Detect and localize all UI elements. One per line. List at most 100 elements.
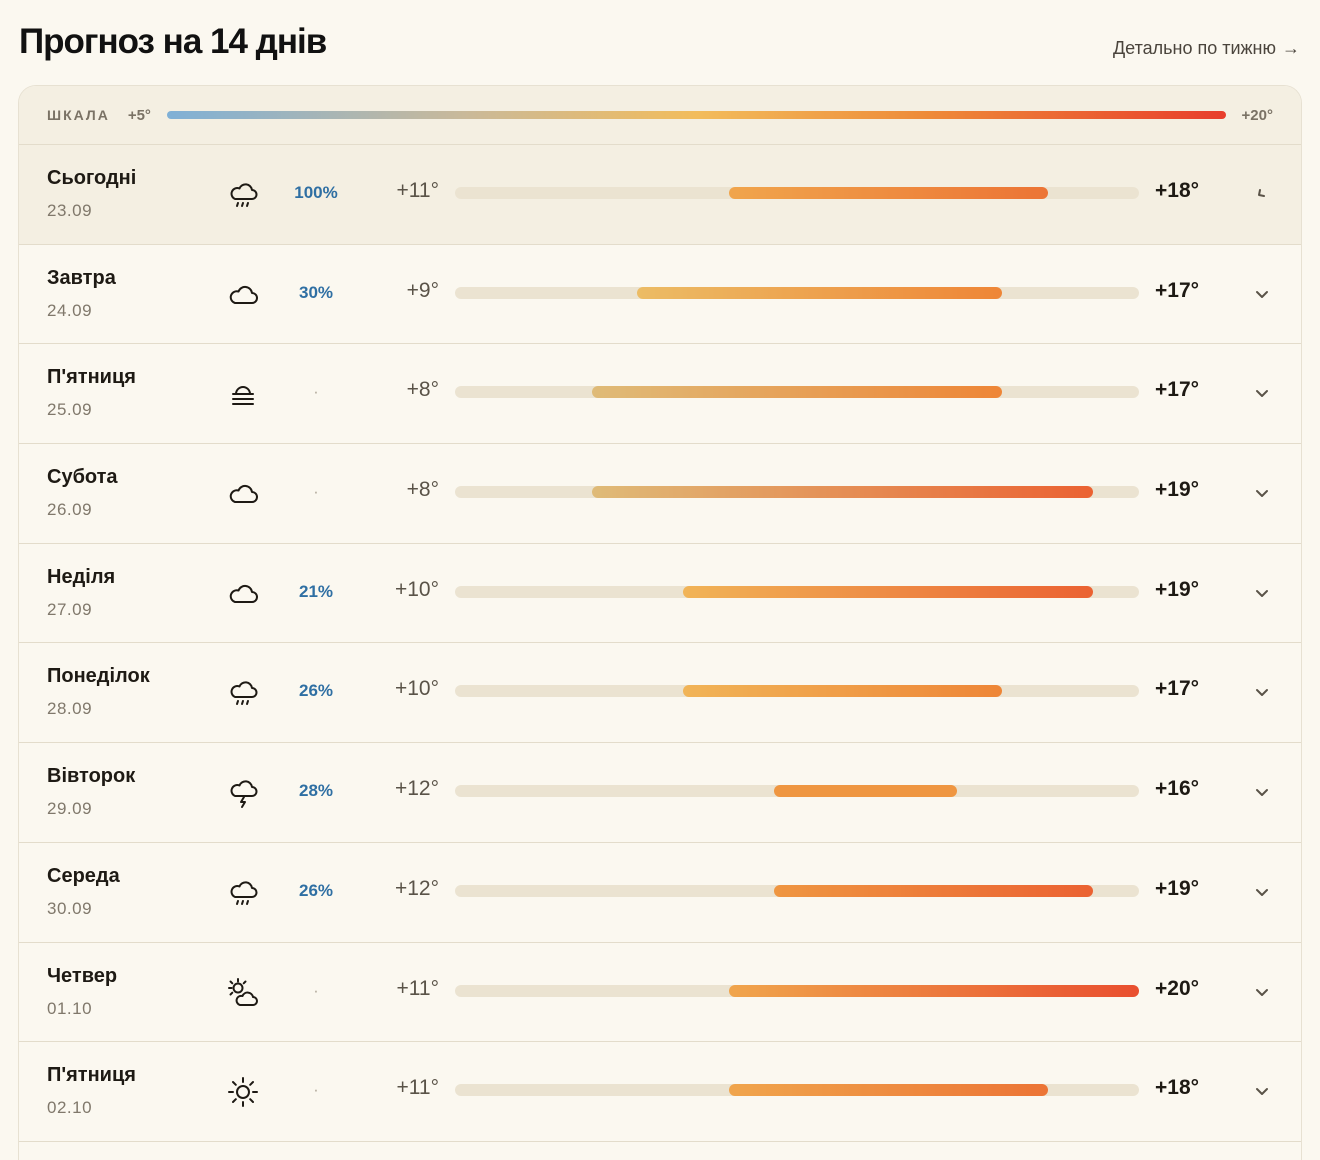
max-temperature: +17°: [1155, 378, 1200, 402]
scale-gradient-bar: [166, 111, 1226, 119]
week-details-link[interactable]: Детально по тижню →: [1113, 38, 1300, 59]
temperature-range-track: [455, 884, 1139, 897]
min-temperature: +11°: [396, 179, 439, 202]
min-temperature: +12°: [394, 876, 439, 900]
precipitation-chance: 28%: [298, 781, 334, 801]
min-temperature: +9°: [406, 278, 439, 302]
min-temperature: +12°: [394, 777, 439, 801]
day-date: 02.10: [47, 1098, 93, 1118]
rain-icon: [225, 675, 261, 711]
max-temperature: +18°: [1155, 1076, 1200, 1100]
arrow-right-icon: →: [1282, 38, 1300, 58]
precipitation-chance: ·: [313, 1080, 319, 1100]
cloud-icon: [225, 277, 261, 313]
temperature-range-bar: [683, 585, 1094, 598]
chevron-down-icon[interactable]: [1251, 582, 1273, 604]
chevron-down-icon[interactable]: [1251, 681, 1273, 703]
min-temperature: +11°: [396, 976, 439, 1000]
precipitation-chance: 21%: [298, 581, 334, 601]
day-row[interactable]: Четвер 01.10 · +11° +20°: [19, 943, 1301, 1043]
day-row[interactable]: П'ятниця 02.10 · +11° +18°: [19, 1042, 1301, 1142]
precipitation-chance: ·: [313, 482, 319, 502]
max-temperature: +19°: [1155, 478, 1200, 502]
temperature-range-bar: [774, 884, 1094, 897]
day-row[interactable]: Субота 26.09 · +8° +19°: [19, 444, 1301, 544]
temperature-range-track: [455, 585, 1139, 598]
temperature-range-track: [455, 286, 1139, 299]
precipitation-chance: 26%: [298, 681, 334, 701]
day-name: Вівторок: [47, 765, 136, 788]
chevron-down-icon[interactable]: [1251, 482, 1273, 504]
scale-max: +20°: [1241, 106, 1273, 124]
day-row[interactable]: Сьогодні 23.09 100% +11° +18°: [19, 145, 1301, 245]
min-temperature: +10°: [394, 677, 439, 701]
sun-icon: [225, 1074, 261, 1110]
max-temperature: +17°: [1155, 278, 1200, 302]
max-temperature: +16°: [1155, 777, 1200, 801]
rain-icon: [225, 875, 261, 911]
temperature-range-track: [455, 386, 1139, 399]
min-temperature: +10°: [394, 577, 439, 601]
day-date: 23.09: [47, 201, 93, 220]
day-name: П'ятниця: [47, 1064, 136, 1087]
temperature-range-bar: [774, 785, 957, 798]
temperature-range-bar: [637, 286, 1003, 299]
page-title: Прогноз на 14 днів: [19, 22, 327, 61]
temperature-range-track: [455, 486, 1139, 499]
precipitation-chance: 30%: [298, 282, 334, 302]
day-name: Середа: [47, 864, 120, 887]
cloud-icon: [225, 576, 261, 612]
scale-min: +5°: [127, 106, 151, 124]
temperature-range-bar: [591, 386, 1003, 399]
day-name: Завтра: [47, 266, 116, 289]
max-temperature: +20°: [1155, 976, 1200, 1000]
temperature-range-bar: [728, 187, 1048, 199]
rain-icon: [225, 177, 261, 213]
precipitation-chance: 26%: [298, 880, 334, 900]
loading-icon[interactable]: [1251, 183, 1273, 205]
precipitation-chance: ·: [313, 980, 319, 1000]
day-name: Четвер: [47, 964, 118, 987]
chevron-down-icon[interactable]: [1251, 981, 1273, 1003]
chevron-down-icon[interactable]: [1251, 881, 1273, 903]
max-temperature: +18°: [1155, 179, 1200, 202]
temperature-range-track: [455, 685, 1139, 698]
day-date: 30.09: [47, 898, 93, 918]
day-row[interactable]: Середа 30.09 26% +12° +19°: [19, 843, 1301, 943]
day-row[interactable]: Вівторок 29.09 28% +12° +16°: [19, 743, 1301, 843]
day-date: 01.10: [47, 998, 93, 1018]
cloud-icon: [225, 476, 261, 512]
day-row[interactable]: П'ятниця 25.09 · +8° +17°: [19, 344, 1301, 445]
temperature-range-bar: [683, 685, 1003, 698]
day-name: П'ятниця: [47, 366, 136, 389]
day-date: 25.09: [47, 400, 93, 420]
day-date: 26.09: [47, 500, 93, 520]
day-date: 24.09: [47, 300, 93, 320]
chevron-down-icon[interactable]: [1251, 1080, 1273, 1102]
temperature-range-track: [455, 785, 1139, 798]
day-row[interactable]: Неділя 27.09 21% +10° +19°: [19, 544, 1301, 644]
chevron-down-icon[interactable]: [1251, 781, 1273, 803]
thunderstorm-icon: [225, 775, 261, 811]
partly-cloudy-icon: [225, 975, 261, 1011]
day-date: 29.09: [47, 799, 93, 819]
day-list: Сьогодні 23.09 100% +11° +18° Завтра 24.09 30% +…: [19, 145, 1301, 1142]
fog-icon: [225, 376, 261, 412]
chevron-down-icon[interactable]: [1251, 382, 1273, 404]
temperature-range-bar: [591, 486, 1094, 499]
chevron-down-icon[interactable]: [1251, 283, 1273, 305]
min-temperature: +8°: [406, 478, 439, 502]
day-row[interactable]: Завтра 24.09 30% +9° +17°: [19, 245, 1301, 345]
temperature-range-track: [455, 187, 1139, 199]
day-name: Субота: [47, 466, 118, 489]
max-temperature: +19°: [1155, 876, 1200, 900]
temperature-scale: ШКАЛА +5° +20°: [19, 86, 1301, 145]
precipitation-chance: ·: [313, 382, 319, 402]
day-row[interactable]: Понеділок 28.09 26% +10° +17°: [19, 643, 1301, 744]
temperature-range-bar: [728, 1084, 1048, 1097]
day-date: 27.09: [47, 599, 93, 619]
temperature-range-track: [455, 1084, 1139, 1097]
temperature-range-track: [455, 984, 1139, 997]
precipitation-chance: 100%: [294, 183, 338, 202]
scale-label: ШКАЛА: [47, 107, 110, 123]
